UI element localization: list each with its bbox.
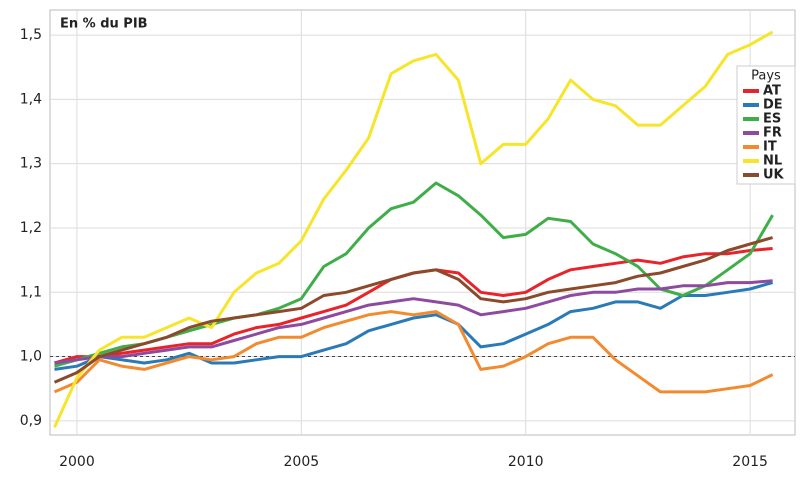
x-tick-label: 2010 <box>508 454 544 470</box>
y-tick-label: 1,4 <box>20 91 42 107</box>
chart-title: En % du PIB <box>60 17 148 32</box>
legend-label: AT <box>763 84 781 99</box>
series-line <box>54 279 773 365</box>
series-line <box>53 236 774 384</box>
legend-label: FR <box>763 126 782 141</box>
series-line <box>53 30 774 428</box>
series-line <box>53 310 774 394</box>
legend-label: IT <box>763 140 777 155</box>
legend-title: Pays <box>751 69 781 84</box>
y-tick-label: 1,0 <box>20 349 42 365</box>
legend-label: ES <box>763 112 781 127</box>
plot-area <box>49 9 796 436</box>
legend-label: DE <box>763 98 783 113</box>
legend-label: UK <box>763 168 785 183</box>
legend-box <box>736 65 796 185</box>
x-tick-label: 2015 <box>732 454 768 470</box>
y-tick-label: 1,2 <box>20 220 42 236</box>
x-tick-label: 2000 <box>59 454 95 470</box>
y-tick-label: 1,1 <box>20 284 42 300</box>
x-tick-label: 2005 <box>284 454 320 470</box>
y-tick-label: 1,3 <box>20 156 42 172</box>
y-tick-label: 0,9 <box>20 413 42 429</box>
y-tick-label: 1,5 <box>20 27 42 43</box>
legend-label: NL <box>763 154 782 169</box>
series-line <box>54 281 774 371</box>
